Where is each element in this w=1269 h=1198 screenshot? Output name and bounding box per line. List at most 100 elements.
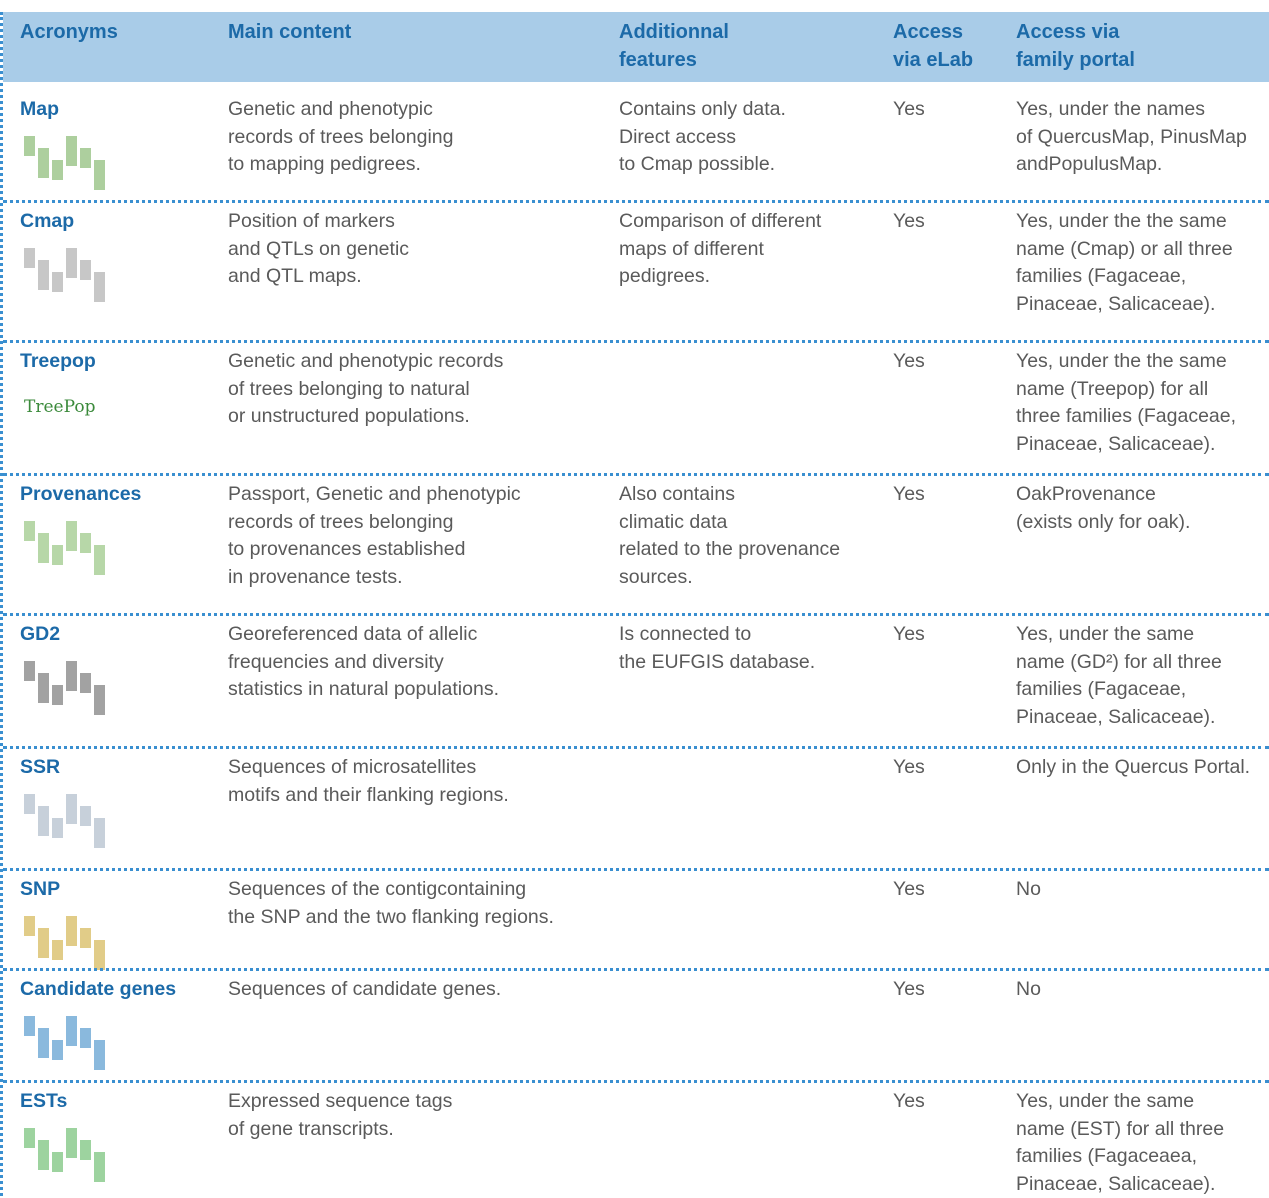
icon-shape: [24, 1016, 35, 1036]
access-elab: Yes: [893, 348, 925, 376]
additional-features: the EUFGIS database.: [619, 649, 815, 677]
main-content: motifs and their flanking regions.: [228, 782, 509, 810]
main-content: and QTL maps.: [228, 263, 362, 291]
additional-features: to Cmap possible.: [619, 151, 775, 179]
row-separator: [3, 1080, 1269, 1083]
icon-shape: [38, 533, 49, 563]
main-content: Expressed sequence tags: [228, 1088, 452, 1116]
icon-shape: [66, 1016, 77, 1046]
main-content: of gene transcripts.: [228, 1116, 394, 1144]
acronym: Treepop: [20, 348, 96, 376]
row-separator: [3, 968, 1269, 971]
icon-shape: [94, 1040, 105, 1070]
acronym: SSR: [20, 754, 60, 782]
row-separator: [3, 200, 1269, 203]
main-content: statistics in natural populations.: [228, 676, 499, 704]
access-portal: No: [1016, 976, 1041, 1004]
icon-shape: [94, 818, 105, 848]
icon-shape: [66, 661, 77, 691]
icon-shape: [94, 685, 105, 715]
additional-features: Also contains: [619, 481, 735, 509]
access-elab: Yes: [893, 481, 925, 509]
row-separator: [3, 868, 1269, 871]
row-icon: [20, 513, 115, 575]
access-portal: of QuercusMap, PinusMap: [1016, 124, 1247, 152]
access-portal: name (GD²) for all three: [1016, 649, 1222, 677]
icon-shape: [24, 248, 35, 268]
icon-shape: [80, 1028, 91, 1048]
main-content: Genetic and phenotypic records: [228, 348, 503, 376]
access-elab: Yes: [893, 754, 925, 782]
row-separator: [3, 340, 1269, 343]
acronym: SNP: [20, 876, 60, 904]
main-content: Position of markers: [228, 208, 395, 236]
icon-shape: [80, 148, 91, 168]
main-content: frequencies and diversity: [228, 649, 444, 677]
additional-features: Comparison of different: [619, 208, 821, 236]
icon-shape: [52, 1040, 63, 1060]
additional-features: pedigrees.: [619, 263, 710, 291]
access-elab: Yes: [893, 208, 925, 236]
icon-shape: [52, 940, 63, 960]
icon-shape: [38, 148, 49, 178]
icon-shape: [52, 1152, 63, 1172]
additional-features: maps of different: [619, 236, 764, 264]
header-cell: via eLab: [893, 47, 973, 74]
icon-shape: [94, 272, 105, 302]
additional-features: Is connected to: [619, 621, 751, 649]
access-portal: OakProvenance: [1016, 481, 1156, 509]
access-portal: Pinaceae, Salicaceae).: [1016, 704, 1215, 732]
icon-shape: [66, 521, 77, 551]
icon-shape: [94, 545, 105, 575]
main-content: Sequences of microsatellites: [228, 754, 476, 782]
acronym: Cmap: [20, 208, 74, 236]
access-elab: Yes: [893, 1088, 925, 1116]
row-icon: [20, 128, 115, 190]
access-portal: name (EST) for all three: [1016, 1116, 1224, 1144]
left-rule: [0, 12, 3, 1196]
main-content: the SNP and the two flanking regions.: [228, 904, 554, 932]
icon-shape: [24, 794, 35, 814]
access-portal: families (Fagaceae,: [1016, 676, 1186, 704]
icon-shape: [24, 1128, 35, 1148]
access-portal: No: [1016, 876, 1041, 904]
access-portal: Pinaceae, Salicaceae).: [1016, 1171, 1215, 1198]
icon-shape: [24, 521, 35, 541]
icon-shape: [24, 136, 35, 156]
icon-shape: [52, 685, 63, 705]
icon-shape: [24, 661, 35, 681]
icon-shape: [66, 916, 77, 946]
row-icon: [20, 908, 115, 970]
row-separator: [3, 473, 1269, 476]
header-cell: Acronyms: [20, 19, 118, 46]
header-cell: Main content: [228, 19, 351, 46]
access-portal: Yes, under the names: [1016, 96, 1205, 124]
header-cell: Additionnal: [619, 19, 729, 46]
additional-features: Direct access: [619, 124, 736, 152]
access-portal: three families (Fagaceae,: [1016, 403, 1236, 431]
icon-shape: [38, 1028, 49, 1058]
access-portal: andPopulusMap.: [1016, 151, 1162, 179]
icon-shape: [52, 272, 63, 292]
acronym: Provenances: [20, 481, 141, 509]
row-icon: TreePop: [20, 380, 115, 442]
header-cell: features: [619, 47, 697, 74]
icon-shape: [38, 673, 49, 703]
icon-shape: [94, 160, 105, 190]
access-portal: Pinaceae, Salicaceae).: [1016, 431, 1215, 459]
access-portal: Yes, under the the same: [1016, 208, 1227, 236]
icon-shape: [80, 806, 91, 826]
main-content: records of trees belonging: [228, 124, 453, 152]
main-content: records of trees belonging: [228, 509, 453, 537]
access-elab: Yes: [893, 96, 925, 124]
icon-shape: [80, 533, 91, 553]
access-portal: name (Treepop) for all: [1016, 376, 1208, 404]
row-icon: [20, 240, 115, 302]
access-portal: Pinaceae, Salicaceae).: [1016, 291, 1215, 319]
icon-shape: [94, 940, 105, 970]
acronym: Candidate genes: [20, 976, 176, 1004]
access-portal: families (Fagaceae,: [1016, 263, 1186, 291]
header-cell: Access: [893, 19, 963, 46]
icon-shape: [66, 136, 77, 166]
icon-shape: [38, 260, 49, 290]
